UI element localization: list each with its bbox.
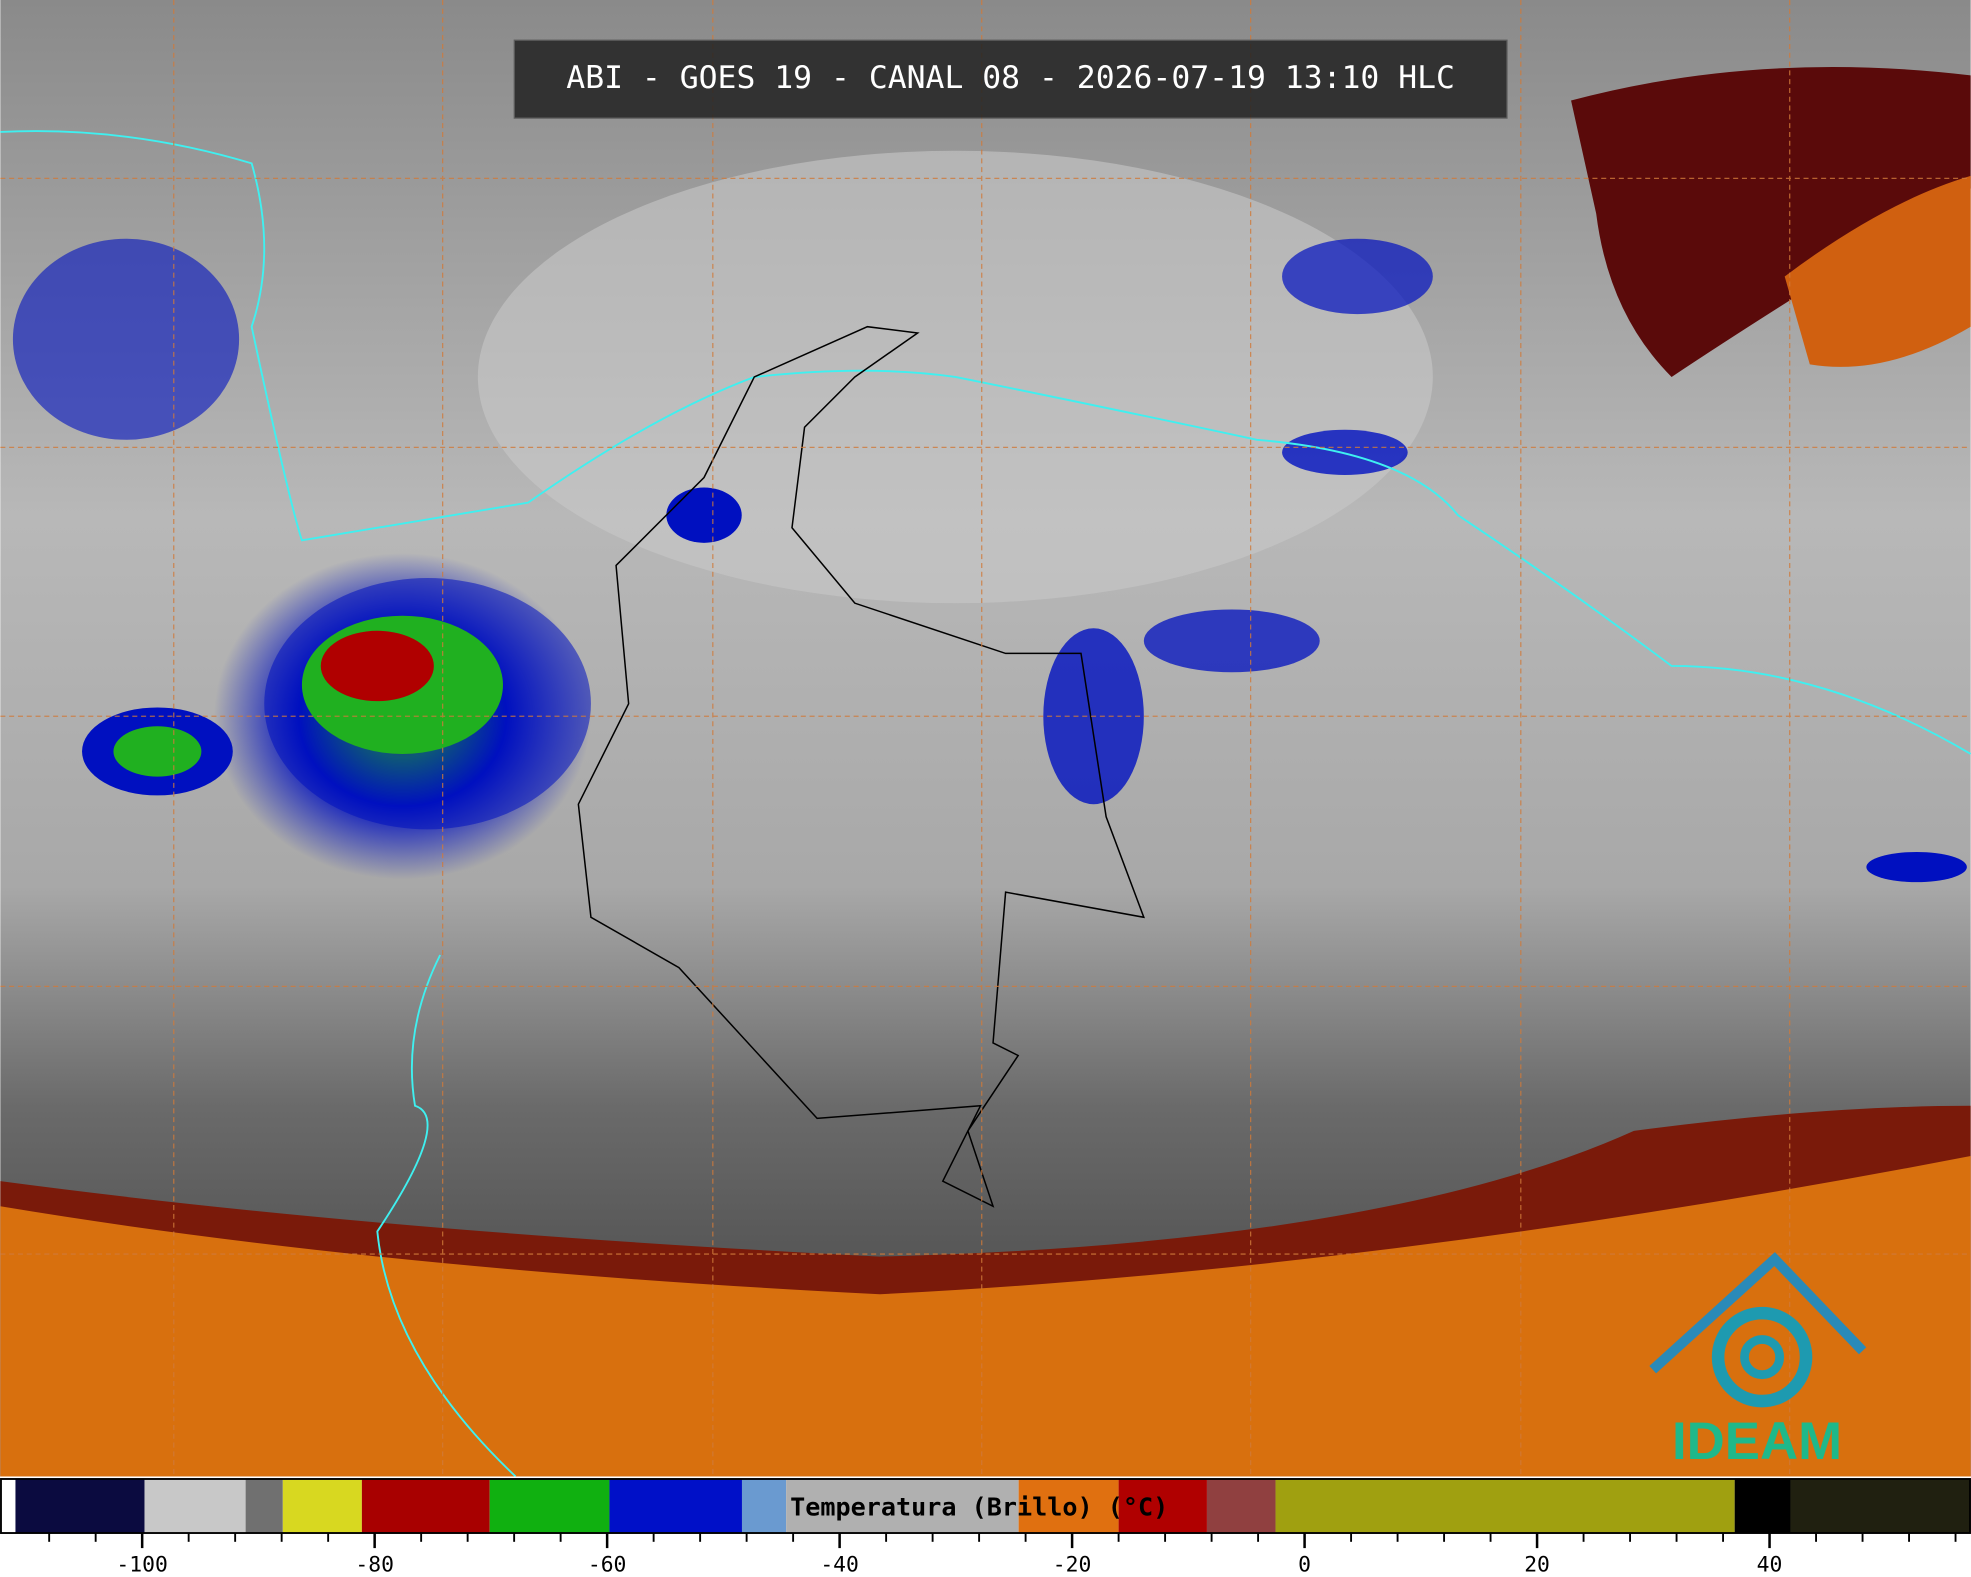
colorbar-segment: [1018, 1478, 1119, 1534]
colorbar-segment: [1118, 1478, 1207, 1534]
tick-label: 20: [1524, 1553, 1550, 1577]
colorbar-segment: [1206, 1478, 1276, 1534]
colorbar-segment: [15, 1478, 145, 1534]
title-box: [513, 39, 1508, 119]
tick-label: -40: [820, 1553, 859, 1577]
colorbar-segment: [741, 1478, 787, 1534]
tick-label: 40: [1757, 1553, 1783, 1577]
colorbar-segment: [609, 1478, 742, 1534]
map-imagery: [0, 0, 1971, 1478]
logo: IDEAM: [1649, 1252, 1867, 1471]
tick-label: -20: [1053, 1553, 1092, 1577]
colorbar-segment: [144, 1478, 246, 1534]
logo-text: IDEAM: [1672, 1412, 1842, 1471]
colorbar-segment: [1790, 1478, 1971, 1534]
colorbar-segment: [245, 1478, 283, 1534]
colorbar-segment: [1275, 1478, 1735, 1534]
title: ABI - GOES 19 - CANAL 08 - 2026-07-19 13…: [566, 60, 1455, 96]
colorbar-segment: [489, 1478, 610, 1534]
colorbar-segment: [1734, 1478, 1791, 1534]
colorbar-segment: [282, 1478, 362, 1534]
colorbar-segment: [786, 1478, 1019, 1534]
tick-label: -100: [116, 1553, 167, 1577]
tick-label: -60: [588, 1553, 627, 1577]
colorbar-segment: [0, 1478, 16, 1534]
colorbar-frame: [0, 1478, 1971, 1534]
colorbar-segment: [361, 1478, 490, 1534]
colorbar: Temperatura (Brillo) (°C) -100 -80 -60 -40 -2…: [0, 1478, 1971, 1577]
tick-label: 0: [1298, 1553, 1311, 1577]
tick-label: -80: [355, 1553, 394, 1577]
colorbar-label: Temperatura (Brillo) (°C): [790, 1493, 1168, 1522]
